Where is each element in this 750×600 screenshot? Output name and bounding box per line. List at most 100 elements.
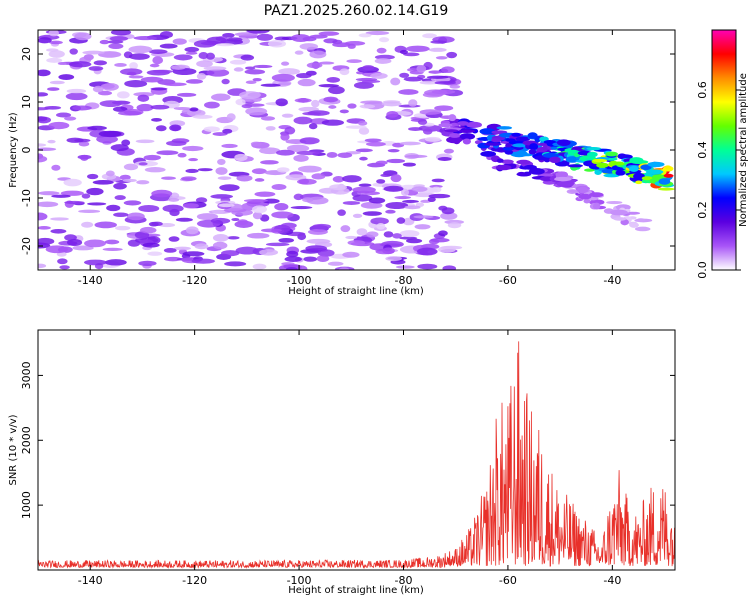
heatmap-cell: [408, 99, 418, 107]
heatmap-cell: [346, 59, 362, 63]
heatmap-cell: [364, 138, 382, 143]
heatmap-cell: [102, 247, 123, 252]
heatmap-cell: [221, 143, 238, 149]
heatmap-cell: [323, 96, 339, 103]
heatmap-cell: [38, 143, 47, 147]
heatmap-cell: [428, 70, 442, 74]
heatmap-cell: [87, 202, 107, 206]
heatmap-cell: [176, 92, 197, 97]
heatmap-cell: [327, 261, 344, 266]
heatmap-cell: [83, 259, 107, 266]
heatmap-cell: [345, 125, 367, 129]
heatmap-cell: [217, 176, 232, 180]
heatmap-cell: [318, 84, 339, 88]
heatmap-cell: [352, 186, 376, 194]
heatmap-cell: [402, 199, 419, 204]
heatmap-cell: [226, 113, 236, 121]
heatmap-cell: [99, 100, 122, 108]
heatmap-cell: [404, 205, 421, 210]
heatmap-cell: [38, 37, 52, 44]
heatmap-cell: [218, 203, 235, 208]
heatmap-cell: [428, 193, 451, 199]
heatmap-cell: [271, 184, 287, 191]
heatmap-cell: [417, 119, 428, 125]
heatmap-cell: [110, 30, 132, 36]
heatmap-cell: [259, 249, 279, 256]
heatmap-cell: [555, 171, 568, 179]
heatmap-cell: [303, 256, 318, 262]
heatmap-cell: [212, 241, 228, 250]
heatmap-cell: [431, 178, 445, 183]
heatmap-cell: [45, 245, 69, 254]
heatmap-cell: [92, 85, 104, 93]
heatmap-cell: [140, 76, 164, 83]
heatmap-cell: [59, 265, 70, 270]
heatmap-cell: [549, 156, 561, 164]
heatmap-cell: [297, 178, 317, 185]
heatmap-cell: [381, 101, 402, 107]
heatmap-cell: [293, 193, 304, 201]
heatmap-cell: [328, 105, 337, 109]
heatmap-cell: [496, 126, 513, 130]
heatmap-cell: [267, 39, 287, 48]
heatmap-cell: [402, 162, 416, 167]
heatmap-cell: [340, 225, 351, 233]
heatmap-cell: [74, 138, 91, 143]
heatmap-cell: [69, 48, 78, 55]
heatmap-cell: [411, 186, 428, 192]
snr-x-axis-label: Height of straight line (km): [288, 585, 424, 596]
heatmap-cell: [376, 222, 386, 230]
heatmap-cell: [239, 91, 261, 99]
heatmap-cell: [358, 33, 372, 38]
heatmap-cell: [84, 239, 107, 248]
colorbar-tick-label: 0.4: [696, 141, 709, 159]
heatmap-cell: [151, 117, 163, 122]
heatmap-cell: [457, 121, 469, 126]
heatmap-cell: [321, 119, 344, 126]
heatmap-cell: [50, 217, 69, 221]
heatmap-cell: [151, 221, 163, 227]
heatmap-cell: [123, 200, 142, 206]
heatmap-cell: [194, 243, 209, 250]
heatmap-cell: [221, 78, 230, 85]
heatmap-cell: [254, 178, 265, 182]
heatmap-cell: [620, 219, 629, 226]
heatmap-cell: [504, 149, 514, 155]
heatmap-cell: [107, 40, 124, 44]
heatmap-cell: [298, 106, 320, 112]
heatmap-cell: [664, 165, 672, 169]
heatmap-cell: [184, 46, 200, 53]
heatmap-cell: [647, 161, 665, 168]
heatmap-cell: [80, 154, 89, 161]
colorbar: 0.0 0.2 0.4 0.6 Normalized spectral amplitu…: [696, 29, 749, 279]
heatmap-cell: [387, 148, 400, 153]
heatmap-cell: [206, 68, 230, 77]
heatmap-cell: [38, 69, 51, 77]
heatmap-cell: [275, 98, 288, 107]
heatmap-cell: [394, 195, 412, 200]
heatmap-cell: [49, 40, 63, 45]
heatmap-cell: [306, 62, 323, 69]
heatmap-cell: [234, 32, 258, 37]
heatmap-cell: [60, 190, 84, 196]
heatmap-cell: [211, 93, 231, 101]
heatmap-cell: [254, 191, 276, 197]
heatmap-cell: [634, 226, 651, 232]
heatmap-cell: [48, 30, 60, 37]
heatmap-cell: [151, 189, 173, 198]
heatmap-cell: [74, 32, 92, 41]
heatmap-cell: [415, 202, 425, 207]
heatmap-cell: [428, 47, 447, 52]
heatmap-cell: [138, 260, 157, 267]
heatmap-cell: [126, 212, 145, 221]
heatmap-cell: [104, 239, 120, 245]
heatmap-cell: [144, 167, 166, 173]
heatmap-cell: [250, 141, 262, 147]
heatmap-cell: [293, 116, 313, 125]
heatmap-cell: [82, 50, 105, 55]
heatmap-cell: [294, 98, 312, 103]
heatmap-cell: [326, 152, 338, 158]
heatmap-cell: [606, 200, 623, 205]
heatmap-cell: [276, 149, 295, 156]
heatmap-cell: [382, 247, 395, 255]
